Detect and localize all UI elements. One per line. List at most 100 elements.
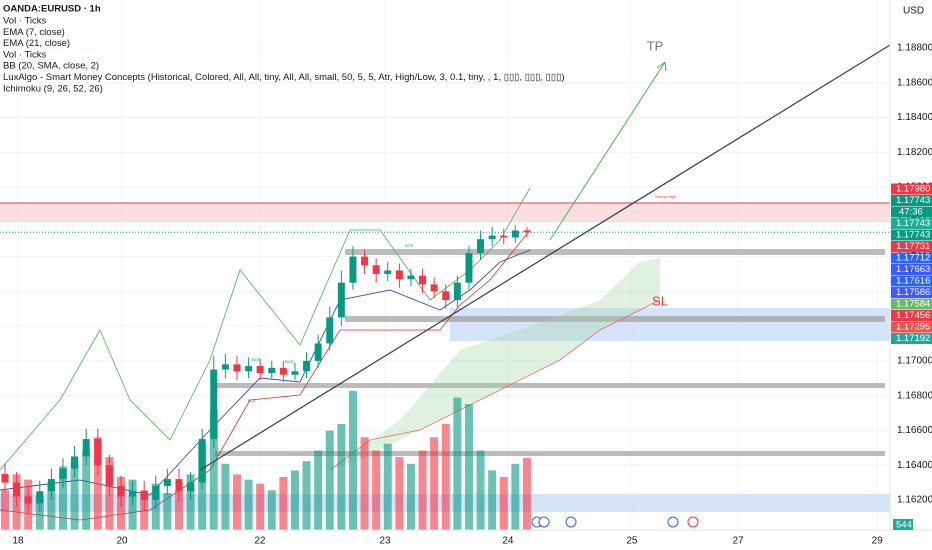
price-tag bbox=[891, 333, 932, 344]
price-tag-label: 1.17663 bbox=[896, 264, 930, 275]
price-tag bbox=[891, 321, 932, 333]
candles-layer bbox=[1, 225, 531, 514]
event-icon[interactable] bbox=[565, 516, 577, 528]
candle-body bbox=[291, 371, 299, 375]
volume-bar bbox=[325, 430, 334, 530]
candle-body bbox=[1, 473, 9, 483]
candle-body bbox=[337, 282, 345, 318]
candle-body bbox=[430, 284, 438, 292]
candle-body bbox=[71, 456, 79, 469]
y-tick-label: 1.16600 bbox=[897, 425, 932, 436]
volume-bar bbox=[499, 477, 508, 530]
price-tag bbox=[891, 252, 932, 264]
x-tick-label: 27 bbox=[732, 536, 744, 547]
candle-body bbox=[372, 265, 380, 274]
candle-body bbox=[36, 491, 44, 504]
volume-bar bbox=[267, 490, 276, 530]
event-icon[interactable] bbox=[667, 516, 679, 528]
price-tag-label: 1.17743 bbox=[896, 230, 930, 241]
volume-bar bbox=[232, 474, 241, 530]
volume-tag bbox=[893, 519, 913, 530]
x-tick-label: 29 bbox=[872, 536, 884, 547]
candle-body bbox=[47, 479, 55, 492]
candle-body bbox=[477, 239, 485, 254]
candle-body bbox=[523, 230, 531, 233]
bos-label: BOS bbox=[405, 243, 414, 248]
price-tag-label: 1.17586 bbox=[896, 287, 930, 298]
volume-bar bbox=[35, 495, 44, 530]
y-tick-label: 1.18800 bbox=[897, 43, 932, 54]
price-tag bbox=[891, 229, 932, 241]
candle-body bbox=[419, 275, 427, 285]
indicator-label: LuxAlgo - Smart Money Concepts (Historic… bbox=[3, 72, 565, 83]
candle-body bbox=[175, 479, 183, 492]
indicator-label: BB (20, SMA, close, 2) bbox=[3, 61, 99, 72]
price-tag-label: 1.17731 bbox=[896, 241, 930, 252]
candle-body bbox=[465, 253, 473, 283]
volume-bar bbox=[186, 474, 195, 530]
price-tag-label: 1.17980 bbox=[896, 184, 930, 195]
tp-arrow bbox=[549, 61, 666, 241]
volume-bar bbox=[395, 457, 404, 530]
volume-bar bbox=[488, 470, 497, 530]
candle-body bbox=[163, 479, 171, 487]
volume-bar bbox=[256, 483, 265, 530]
price-tag bbox=[891, 275, 932, 287]
candle-body bbox=[82, 439, 90, 457]
y-tick-label: 1.17000 bbox=[897, 356, 932, 367]
x-tick-label: 23 bbox=[379, 536, 391, 547]
y-tick-label: 1.16400 bbox=[897, 460, 932, 471]
volume-bar bbox=[441, 424, 450, 530]
volume-bar bbox=[418, 450, 427, 530]
candle-body bbox=[245, 366, 253, 372]
volume-bar bbox=[290, 470, 299, 530]
candle-body bbox=[129, 491, 137, 497]
volume-bar bbox=[209, 410, 218, 530]
supply-zone bbox=[0, 203, 890, 222]
event-icon[interactable] bbox=[687, 516, 699, 528]
y-tick-label: 1.16800 bbox=[897, 390, 932, 401]
volume-bar bbox=[314, 450, 323, 530]
y-tick-label: 1.18200 bbox=[897, 147, 932, 158]
volume-bar bbox=[337, 424, 346, 530]
volume-bar bbox=[383, 443, 392, 530]
event-icon[interactable] bbox=[538, 516, 550, 528]
volume-bar bbox=[430, 437, 439, 530]
candle-body bbox=[488, 235, 496, 240]
volume-bar bbox=[174, 490, 183, 530]
x-tick-label: 22 bbox=[254, 536, 266, 547]
volume-bar bbox=[279, 477, 288, 530]
trend-line bbox=[199, 44, 891, 471]
volume-bar bbox=[372, 450, 381, 530]
price-tag-label: 1.17584 bbox=[896, 299, 930, 310]
countdown-tag bbox=[891, 206, 932, 218]
candle-body bbox=[256, 366, 264, 374]
bos-label: BOS bbox=[285, 359, 294, 364]
indicator-label: Vol · Ticks bbox=[3, 49, 47, 60]
volume-tag-label: 544 bbox=[896, 520, 912, 531]
candle-body bbox=[187, 482, 195, 492]
volume-bar bbox=[70, 461, 79, 530]
candle-body bbox=[303, 360, 311, 372]
price-tag bbox=[891, 183, 932, 195]
price-tag-label: 1.17712 bbox=[896, 253, 930, 264]
candle-body bbox=[314, 343, 322, 361]
candle-body bbox=[94, 439, 102, 466]
volume-bar bbox=[464, 404, 473, 530]
candle-body bbox=[349, 256, 357, 283]
price-tag-label: 1.17616 bbox=[896, 276, 930, 287]
price-tag bbox=[891, 298, 932, 310]
level-band bbox=[345, 316, 885, 322]
tp-label: TP bbox=[647, 38, 664, 53]
indicator-label: Vol · Ticks bbox=[3, 16, 47, 27]
volume-bar bbox=[302, 461, 311, 530]
volume-bar bbox=[244, 479, 253, 530]
axis-labels: 1.16200 1.16400 1.16600 1.16800 1.17000 1.172… bbox=[12, 43, 932, 547]
candle-body bbox=[453, 282, 461, 301]
level-band bbox=[215, 383, 885, 388]
volume-bar bbox=[453, 397, 462, 530]
eql-label: EQL bbox=[248, 398, 257, 403]
volume-bar bbox=[522, 457, 531, 530]
